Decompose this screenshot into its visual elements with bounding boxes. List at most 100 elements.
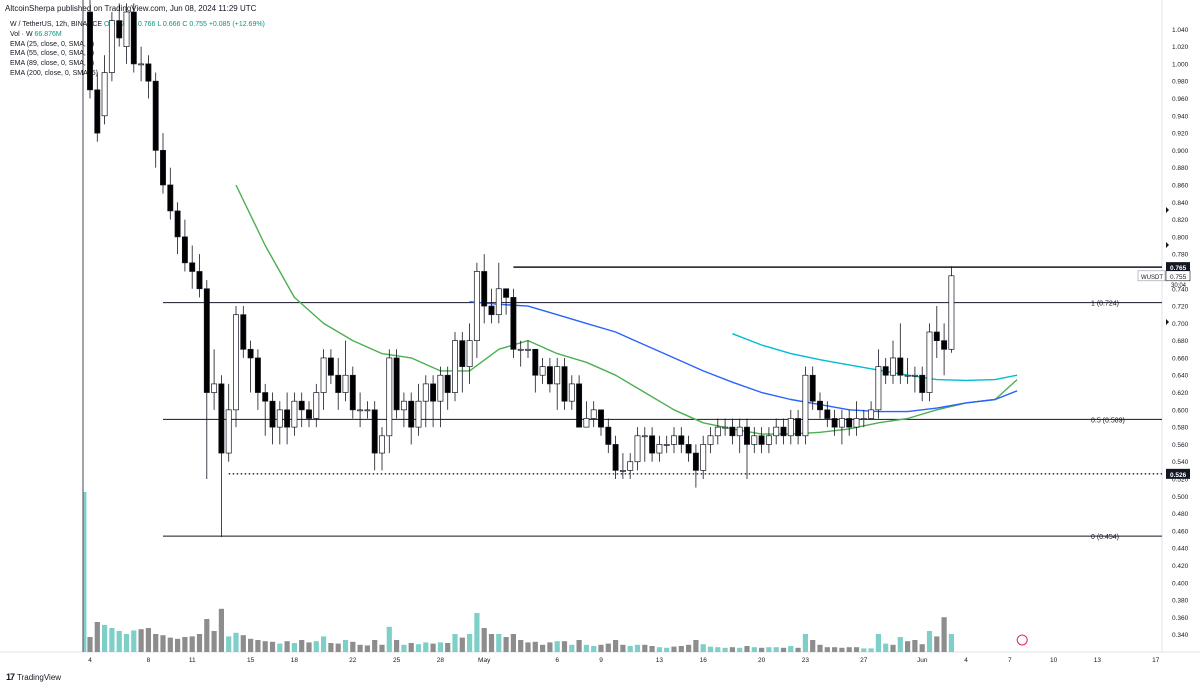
candle-up	[802, 374, 809, 437]
volume-bar	[919, 644, 925, 652]
candle-down	[576, 383, 583, 428]
volume-bar	[540, 644, 546, 652]
volume-bar	[722, 647, 728, 652]
candle-down	[831, 418, 838, 428]
volume-bar	[211, 631, 217, 652]
time-tick-label: 10	[1050, 657, 1058, 664]
volume-label[interactable]: Vol · W	[10, 30, 33, 38]
price-tick-label: 1.000	[1172, 61, 1189, 68]
ema-legend-line[interactable]: EMA (55, close, 0, SMA, 5)	[10, 50, 95, 58]
time-tick-label: 28	[437, 657, 445, 664]
volume-bar	[591, 646, 597, 652]
price-tick-label: 0.400	[1172, 580, 1189, 587]
candle-down	[284, 409, 291, 428]
candle-up	[634, 435, 641, 463]
volume-bar	[759, 647, 765, 652]
candle-up	[663, 444, 670, 446]
horizontal-levels[interactable]: 1 (0.724) 0.5 (0.589) 0 (0.454)	[163, 266, 1162, 541]
time-axis[interactable]: 4 8 11 15 18 22 25 28 May 6 9 13 16 20 23 27 Jun 4 7 10 13 17	[88, 657, 1160, 664]
price-badge-text: 0.765	[1170, 265, 1187, 272]
time-tick-label: 13	[1094, 657, 1102, 664]
candle-down	[371, 409, 378, 454]
candle-down	[546, 366, 553, 385]
symbol-badge	[1137, 270, 1166, 282]
time-tick-label: 4	[88, 657, 92, 664]
volume-bar	[810, 640, 816, 652]
candle-up	[233, 314, 239, 411]
volume-bar	[269, 641, 276, 652]
volume-bar	[795, 647, 801, 652]
candle-down	[130, 11, 137, 65]
volume-bar	[890, 644, 896, 652]
volume-bar	[415, 644, 422, 652]
candle-up	[123, 11, 130, 47]
volume-bar	[824, 647, 830, 652]
volume-bar	[445, 643, 451, 652]
price-axis[interactable]: 1.040 1.020 1.000 0.980 0.960 0.940 0.920 0.900…	[1166, 27, 1189, 639]
candle-up	[364, 409, 371, 412]
candle-up	[751, 435, 758, 445]
price-tick-label: 0.380	[1172, 598, 1189, 605]
candle-down	[444, 374, 451, 393]
volume-bar	[613, 640, 619, 652]
volume-bar	[620, 644, 626, 652]
volume-bar	[488, 634, 495, 652]
volume-legend-line: Vol · W 66.876M	[10, 30, 265, 40]
countdown-text: 30:04	[1171, 283, 1187, 289]
candle-up	[437, 374, 444, 402]
volume-bar	[715, 647, 721, 652]
ema-legend-line[interactable]: EMA (25, close, 0, SMA, 5)	[10, 40, 95, 48]
alert-marker-icon	[1166, 207, 1169, 213]
price-badge	[1166, 262, 1190, 273]
volume-bar	[240, 635, 246, 652]
volume-bar	[766, 647, 772, 652]
candle-down	[809, 374, 816, 402]
price-tick-label: 0.680	[1172, 338, 1189, 345]
symbol-ohlc-line: W / TetherUS, 12h, BINANCE O 0.670 H 0.7…	[10, 20, 265, 30]
candle-down	[744, 426, 750, 445]
tradingview-logo[interactable]: 17 TradingView	[6, 672, 61, 682]
volume-bar	[832, 647, 838, 652]
candle-up	[641, 435, 648, 438]
volume-bar	[109, 628, 115, 652]
volume-bar	[686, 644, 692, 652]
candle-up	[276, 409, 283, 428]
symbol-label[interactable]: W / TetherUS, 12h, BINANCE	[10, 21, 103, 28]
candle-up	[926, 331, 933, 393]
price-tick-label: 0.460	[1172, 528, 1189, 535]
time-tick-label: 8	[147, 657, 151, 664]
ema-legend-line[interactable]: EMA (89, close, 0, SMA, 5)	[10, 60, 95, 68]
candle-down	[685, 444, 692, 454]
volume-bar	[248, 638, 254, 652]
volume-bar	[671, 646, 677, 652]
candle-down	[561, 366, 568, 402]
volume-bar	[817, 644, 823, 652]
candle-up	[554, 366, 561, 385]
candle-down	[605, 426, 612, 445]
candle-down	[729, 426, 736, 437]
price-tick-label: 0.580	[1172, 425, 1189, 432]
candle-up	[765, 435, 772, 445]
volume-bar	[926, 631, 933, 652]
candle-up	[101, 72, 108, 117]
candle-down	[846, 418, 853, 428]
volume-bar	[634, 644, 641, 652]
candle-up	[722, 426, 729, 429]
volume-bar	[182, 637, 188, 652]
price-tick-label: 0.720	[1172, 304, 1189, 311]
candle-up	[291, 400, 298, 428]
candle-down	[240, 314, 247, 350]
time-tick-label: 27	[860, 657, 868, 664]
volume-bar	[905, 641, 911, 652]
ema-legend-line[interactable]: EMA (200, close, 0, SMA, 5)	[10, 69, 98, 77]
volume-bar	[510, 634, 516, 652]
volume-bar	[744, 646, 750, 652]
candle-down	[87, 11, 93, 91]
price-tick-label: 0.860	[1172, 182, 1189, 189]
candle-up	[525, 348, 531, 351]
volume-bar	[707, 646, 714, 652]
candle-down	[678, 435, 685, 445]
price-tick-label: 0.540	[1172, 459, 1189, 466]
price-badges: 0.765 0.755 0.526 WUSDT 30:04	[1016, 262, 1191, 646]
